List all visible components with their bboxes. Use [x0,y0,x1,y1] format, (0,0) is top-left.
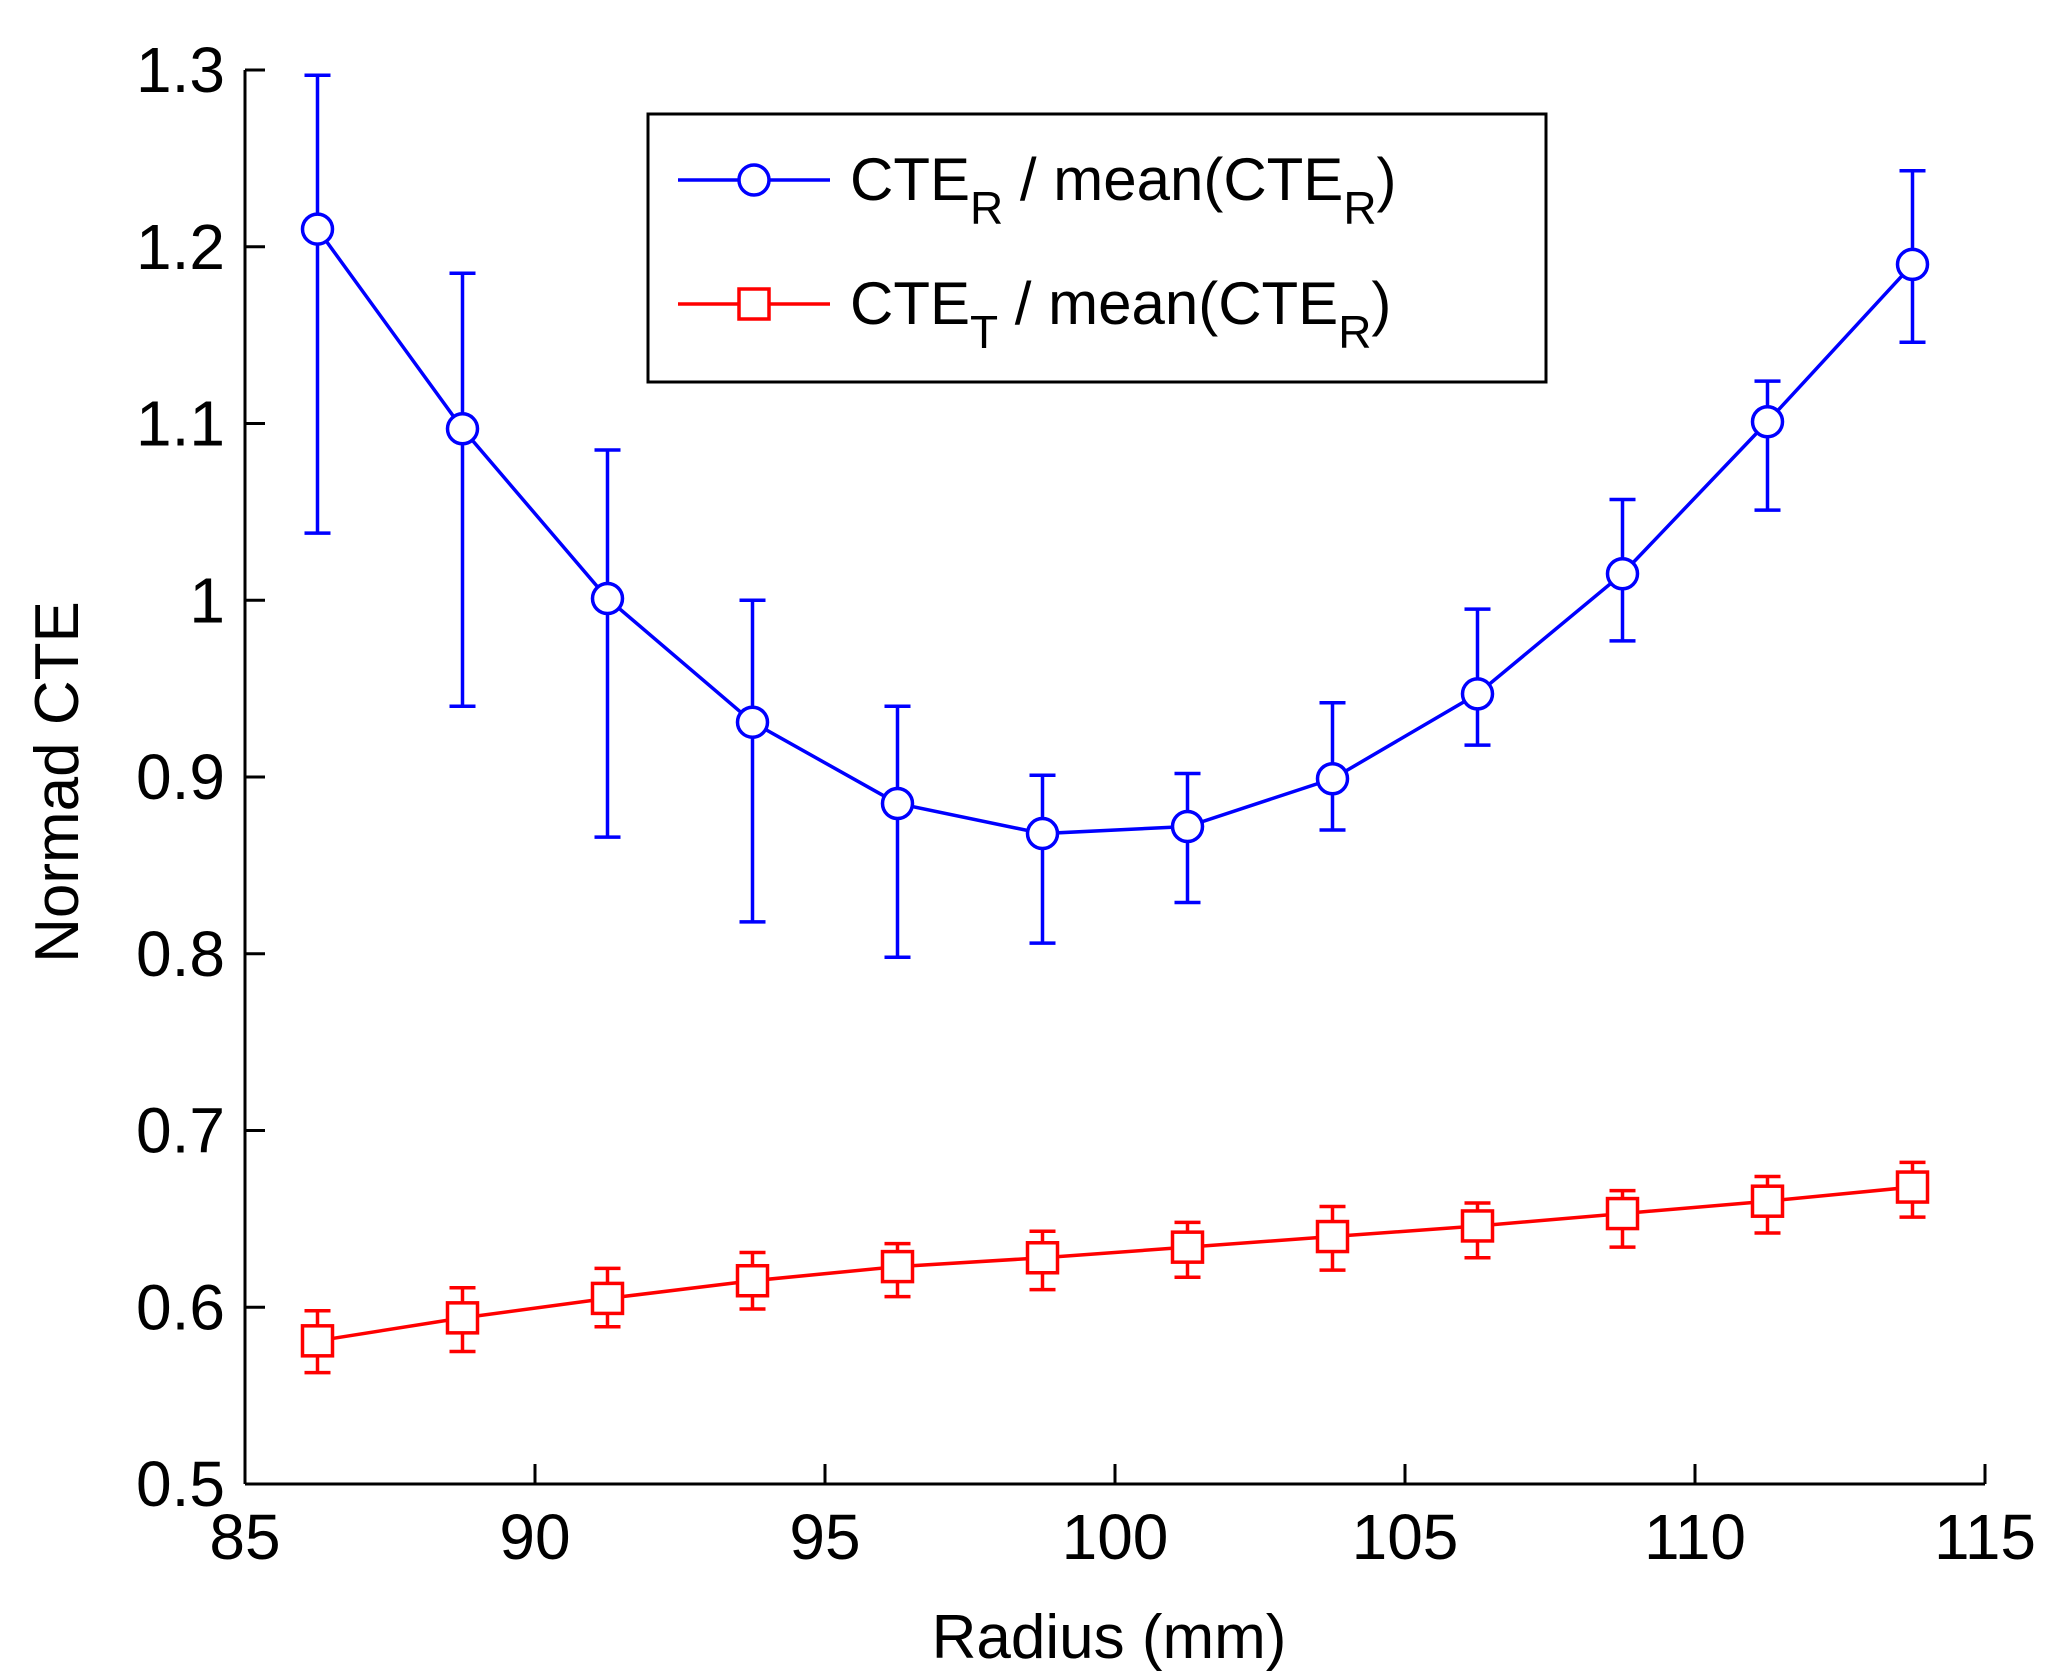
data-point-marker [590,581,625,616]
data-point-marker [1315,762,1350,796]
y-tick-label: 0.8 [136,918,225,990]
data-point-marker [1605,556,1640,591]
data-point-marker [1025,1241,1060,1275]
data-point-marker [1315,1219,1350,1254]
error-bar [594,448,621,839]
data-point-marker [880,786,915,821]
y-tick-label: 0.6 [136,1271,225,1343]
data-point-marker [735,1263,770,1298]
legend-item-0: CTER / mean(CTER) [678,146,1397,234]
legend-marker [737,163,771,197]
x-tick-label: 85 [209,1501,280,1573]
data-point-marker [445,412,480,446]
x-tick-label: 90 [499,1501,570,1573]
data-point-marker [300,212,335,246]
y-tick-label: 1 [189,564,225,636]
error-bar [1754,379,1781,512]
error-bar [449,271,476,709]
x-tick-label: 105 [1352,1501,1459,1573]
legend-marker [737,287,771,321]
tick-marks [243,68,1987,1486]
legend: CTER / mean(CTER) CTET / mean(CTER) [646,112,1548,384]
data-point-marker [1605,1196,1640,1231]
data-point-marker [1025,816,1060,851]
error-bar [1029,773,1056,945]
error-bar [1464,607,1491,747]
legend-box [646,112,1548,384]
series [300,73,1930,1375]
series-1 [300,1160,1930,1375]
data-point-marker [880,1249,915,1284]
y-tick-label: 0.7 [136,1095,225,1167]
data-point-marker [445,1301,480,1335]
data-point-marker [1750,1184,1785,1218]
legend-label: CTET / mean(CTER) [850,270,1391,358]
series-line [317,1185,1913,1343]
error-bar [304,73,331,535]
data-point-marker [1170,809,1205,844]
error-bar [739,598,766,924]
error-bar [884,704,911,960]
series-line [316,228,1914,836]
data-point-marker [1460,1209,1495,1243]
legend-item-1: CTET / mean(CTER) [678,270,1391,358]
data-point-marker [300,1324,335,1358]
y-axis-label: Normad CTE [23,601,92,963]
data-point-marker [590,1281,625,1316]
x-tick-label: 95 [789,1501,860,1573]
y-tick-label: 1.3 [136,34,225,106]
x-tick-label: 110 [1644,1501,1746,1573]
y-tick-label: 1.2 [136,211,225,283]
data-point-marker [1895,247,1930,282]
data-point-marker [735,705,770,739]
data-point-marker [1750,404,1785,439]
x-tick-label: 100 [1062,1501,1169,1573]
y-tick-label: 1.1 [136,388,225,460]
x-axis-label: Radius (mm) [932,1603,1287,1672]
series-0 [300,73,1930,960]
y-tick-label: 0.5 [136,1448,225,1520]
y-tick-label: 0.9 [136,741,225,813]
data-point-marker [1895,1170,1930,1204]
data-point-marker [1460,677,1495,711]
data-point-marker [1170,1230,1205,1264]
legend-label: CTER / mean(CTER) [850,146,1397,234]
tick-labels: 85 90 95 100 105 110 115 0.5 0.6 0.7 0.8 0.9 1 1.1 1.2… [136,34,2036,1573]
x-tick-label: 115 [1934,1501,2036,1573]
